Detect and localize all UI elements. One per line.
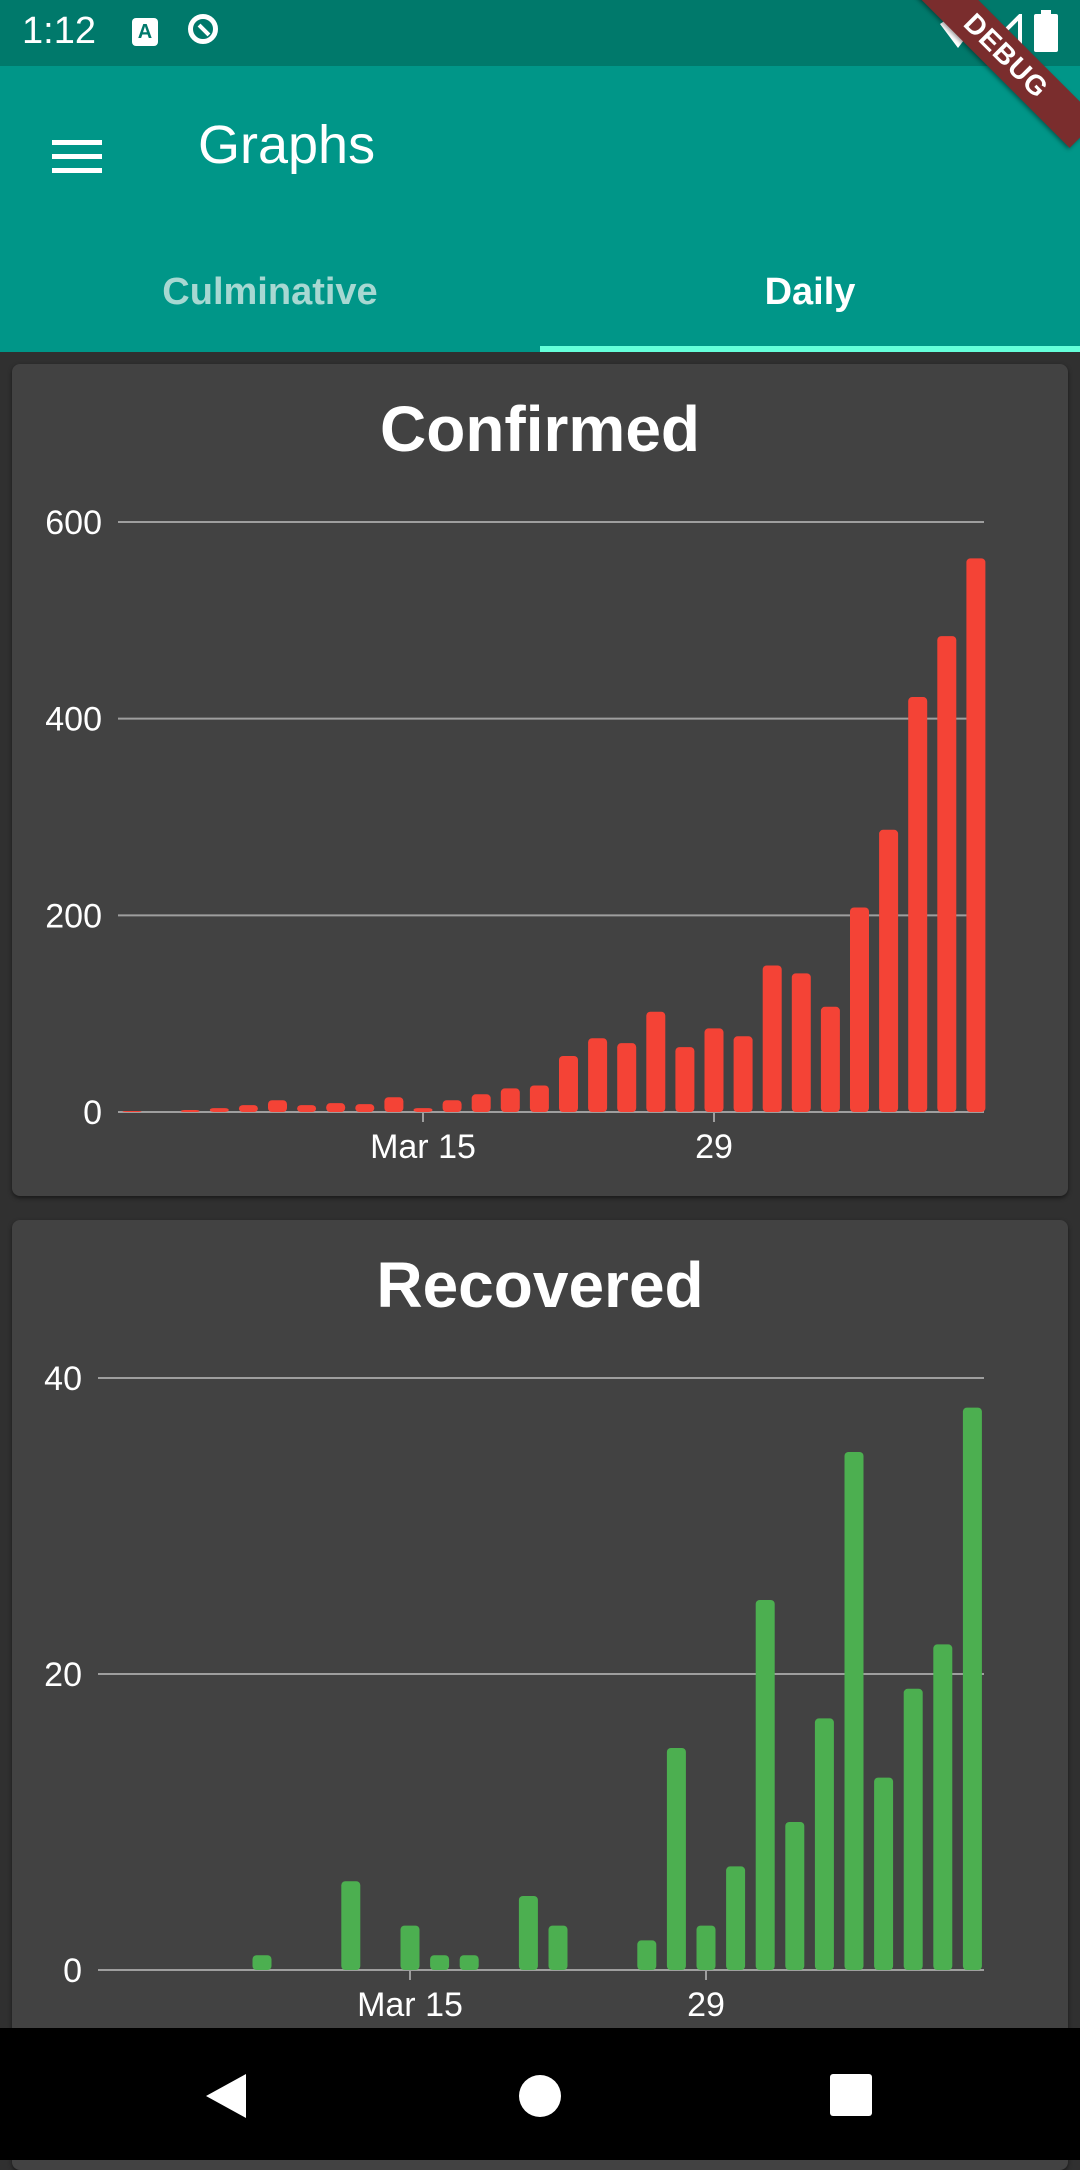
recovered-x-tick-label: Mar 15 <box>357 1986 463 2024</box>
hamburger-menu-icon <box>52 140 102 145</box>
confirmed-bar <box>733 1036 753 1112</box>
recovered-bar <box>962 1407 982 1970</box>
recovered-bar <box>518 1896 538 1970</box>
app-bar: Graphs Culminative Daily <box>0 66 1080 352</box>
keyboard-a-icon: A <box>132 18 158 46</box>
confirmed-chart-title: Confirmed <box>380 393 700 465</box>
confirmed-bar <box>326 1103 346 1112</box>
confirmed-y-tick-label: 200 <box>45 897 102 935</box>
confirmed-bar <box>180 1110 200 1112</box>
recovered-bar <box>459 1955 479 1970</box>
recovered-x-tick-label: 29 <box>687 1986 725 2024</box>
tab-indicator <box>540 346 1080 352</box>
back-triangle-icon[interactable] <box>204 2072 248 2120</box>
recovered-bar <box>874 1777 894 1970</box>
recovered-y-tick-label: 20 <box>44 1656 82 1694</box>
recovered-bar <box>696 1925 716 1970</box>
recovered-bar <box>548 1925 568 1970</box>
confirmed-bar <box>238 1105 258 1112</box>
recovered-bar <box>726 1866 746 1970</box>
confirmed-bar <box>675 1047 695 1112</box>
recovered-bar <box>341 1881 361 1970</box>
status-time: 1:12 <box>22 10 96 52</box>
page-title: Graphs <box>198 115 376 175</box>
confirmed-x-tick-label: 29 <box>695 1128 733 1166</box>
recovered-bar <box>814 1718 834 1970</box>
recovered-bar <box>637 1940 657 1970</box>
confirmed-bar <box>908 697 928 1112</box>
confirmed-bar <box>762 965 782 1112</box>
status-bar: 1:12 A <box>0 0 1080 66</box>
confirmed-bar <box>209 1108 229 1112</box>
battery-icon <box>1034 10 1058 52</box>
tab-culminative[interactable]: Culminative <box>162 271 378 313</box>
confirmed-bar <box>355 1104 375 1112</box>
recovered-chart-title: Recovered <box>376 1249 704 1321</box>
confirmed-y-tick-label: 0 <box>83 1094 102 1132</box>
recovered-bar <box>933 1644 953 1970</box>
recovered-bar <box>252 1955 272 1970</box>
home-circle-icon[interactable] <box>518 2074 562 2118</box>
confirmed-bar <box>791 973 811 1112</box>
sync-icon <box>188 14 218 44</box>
confirmed-bar <box>879 829 899 1112</box>
confirmed-bar <box>268 1100 287 1112</box>
confirmed-bar <box>559 1055 578 1112</box>
recovered-bar <box>903 1688 923 1970</box>
confirmed-bar <box>646 1011 666 1112</box>
recovered-y-tick-label: 40 <box>44 1360 82 1398</box>
confirmed-bar <box>297 1105 317 1112</box>
recovered-bar-chart: 0 20 40 Mar 15 29 <box>44 1360 984 2024</box>
recovered-chart-card: Recovered 0 20 40 Mar 15 29 <box>12 1220 1068 2170</box>
confirmed-bar <box>122 1111 142 1112</box>
confirmed-bar <box>529 1085 549 1112</box>
tab-daily[interactable]: Daily <box>764 271 856 313</box>
confirmed-bar <box>442 1100 462 1112</box>
confirmed-bar <box>500 1088 520 1112</box>
recovered-bar <box>666 1748 686 1970</box>
confirmed-bar <box>937 636 957 1112</box>
confirmed-bar <box>850 907 869 1112</box>
confirmed-bar <box>617 1043 637 1112</box>
recovered-bar <box>400 1925 420 1970</box>
confirmed-bar <box>820 1006 840 1112</box>
confirmed-bar <box>413 1108 433 1112</box>
confirmed-bar-chart: 0 200 400 600 Mar 15 29 <box>45 504 986 1166</box>
confirmed-y-tick-label: 600 <box>45 504 102 542</box>
confirmed-bar <box>588 1038 608 1112</box>
navigation-bar <box>0 2028 1080 2160</box>
confirmed-x-tick-label: Mar 15 <box>370 1128 476 1166</box>
recents-square-icon[interactable] <box>830 2074 872 2116</box>
confirmed-bar <box>384 1097 404 1112</box>
recovered-bar <box>785 1822 805 1970</box>
recovered-bar <box>430 1955 450 1970</box>
menu-button[interactable] <box>40 120 112 192</box>
recovered-y-tick-label: 0 <box>63 1952 82 1990</box>
confirmed-chart-card: Confirmed 0 200 400 600 Mar 15 29 <box>12 364 1068 1196</box>
recovered-bar <box>844 1452 864 1970</box>
confirmed-y-tick-label: 400 <box>45 701 102 739</box>
confirmed-bar <box>704 1028 724 1112</box>
recovered-bar <box>755 1600 775 1970</box>
confirmed-bar <box>966 558 986 1112</box>
confirmed-bar <box>471 1094 491 1112</box>
